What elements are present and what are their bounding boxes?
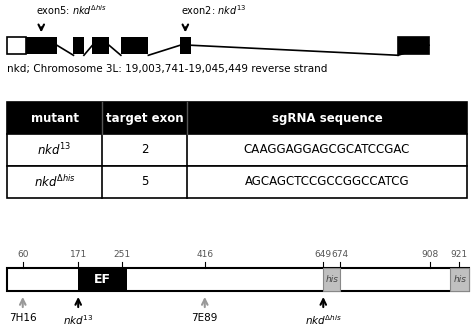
Text: 60: 60 (17, 250, 28, 259)
Text: 416: 416 (196, 250, 213, 259)
Text: 908: 908 (422, 250, 439, 259)
Text: 7E89: 7E89 (191, 313, 218, 323)
Text: 649: 649 (315, 250, 332, 259)
Text: his: his (325, 275, 338, 284)
Text: AGCAGCTCCGCCGGCCATCG: AGCAGCTCCGCCGGCCATCG (245, 175, 410, 188)
Bar (180, 37, 191, 54)
Text: $nkd^{13}$: $nkd^{13}$ (63, 313, 93, 327)
Bar (73, 37, 84, 54)
Text: 171: 171 (70, 250, 87, 259)
Text: 674: 674 (332, 250, 349, 259)
Bar (7, 102, 467, 134)
Text: mutant: mutant (30, 112, 79, 125)
Text: 251: 251 (114, 250, 131, 259)
Text: $nkd^{\Delta his}$: $nkd^{\Delta his}$ (305, 313, 342, 327)
Bar (398, 37, 429, 54)
Bar (398, 37, 429, 54)
Text: sgRNA sequence: sgRNA sequence (272, 112, 383, 125)
Bar (323, 268, 340, 291)
Text: his: his (453, 275, 466, 284)
Text: $nkd^{13}$: $nkd^{13}$ (37, 142, 72, 158)
Text: exon5: $nkd^{\Delta his}$: exon5: $nkd^{\Delta his}$ (36, 4, 108, 17)
Text: nkd; Chromosome 3L: 19,003,741-19,045,449 reverse strand: nkd; Chromosome 3L: 19,003,741-19,045,44… (7, 64, 328, 74)
Text: 7H16: 7H16 (9, 313, 36, 323)
Bar (7, 268, 469, 291)
Text: target exon: target exon (106, 112, 183, 125)
Text: 5: 5 (141, 175, 148, 188)
Text: EF: EF (94, 273, 111, 286)
Text: 921: 921 (450, 250, 467, 259)
Bar (78, 268, 127, 291)
Bar (7, 166, 467, 198)
Text: exon2: $nkd^{13}$: exon2: $nkd^{13}$ (181, 4, 246, 17)
Bar (7, 134, 467, 166)
Text: 2: 2 (141, 143, 148, 156)
Bar (26, 37, 57, 54)
Bar (7, 37, 26, 54)
Bar (450, 268, 469, 291)
Text: CAAGGAGGAGCGCATCCGAC: CAAGGAGGAGCGCATCCGAC (244, 143, 410, 156)
Bar (121, 37, 148, 54)
Bar (92, 37, 109, 54)
Text: $nkd^{\Delta his}$: $nkd^{\Delta his}$ (34, 174, 75, 190)
